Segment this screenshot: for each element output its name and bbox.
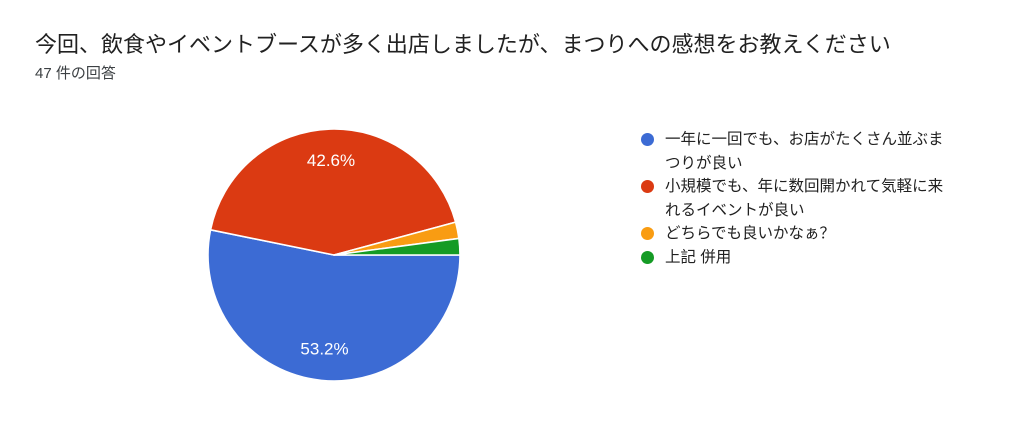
pie-chart-svg: 53.2% 42.6% [207, 128, 461, 382]
pie-slice-1[interactable] [209, 128, 457, 256]
legend-label: 小規模でも、年に数回開かれて気軽に来れるイベントが良い [665, 178, 944, 219]
pie-slice-3[interactable] [333, 237, 461, 256]
legend-label: どちらでも良いかなぁ？ [665, 225, 836, 242]
response-count: 47 件の回答 [35, 65, 116, 82]
legend-label: 一年に一回でも、お店がたくさん並ぶまつりが良い [665, 131, 944, 172]
legend-item-2: どちらでも良いかなぁ？ [641, 222, 971, 246]
pie-slice-0[interactable] [207, 229, 461, 382]
pie-slice-percent-label-0: 53.2% [300, 340, 348, 359]
legend-item-0: 一年に一回でも、お店がたくさん並ぶまつりが良い [641, 128, 971, 175]
chart-legend: 一年に一回でも、お店がたくさん並ぶまつりが良い 小規模でも、年に数回開かれて気軽に… [641, 128, 971, 269]
legend-color-dot [641, 250, 654, 264]
pie-chart: 53.2% 42.6% [206, 127, 462, 383]
legend-color-dot [641, 227, 654, 240]
legend-color-dot [641, 133, 654, 146]
question-title: 今回、飲食やイベントブースが多く出店しましたが、まつりへの感想をお教えください [35, 32, 891, 57]
legend-item-1: 小規模でも、年に数回開かれて気軽に来れるイベントが良い [641, 175, 971, 222]
legend-label: 上記 併用 [665, 248, 732, 266]
pie-slice-percent-label-1: 42.6% [307, 151, 355, 170]
legend-color-dot [641, 180, 654, 193]
legend-item-3: 上記 併用 [641, 246, 971, 270]
